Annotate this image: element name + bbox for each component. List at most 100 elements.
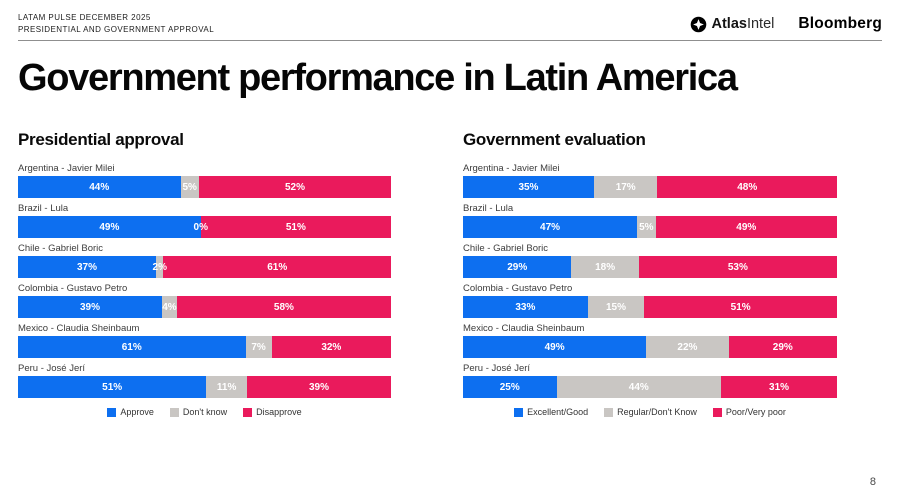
bar-segment-don-t-know: 11% xyxy=(206,376,247,398)
bar-segment-poor-very-poor: 29% xyxy=(728,336,837,358)
bar-segment-poor-very-poor: 31% xyxy=(721,376,837,398)
bar-row: Argentina - Javier Milei 44% 5% 52% xyxy=(18,163,392,198)
atlas-wordmark-bold: Atlas xyxy=(711,16,747,32)
value-label: 39% xyxy=(80,301,101,313)
stacked-bar: 49% 22% 29% xyxy=(463,336,837,358)
legend-swatch xyxy=(107,407,117,417)
bar-segment-regular-don-t-know: 18% xyxy=(571,256,639,278)
bar-row: Brazil - Lula 49% 0% 51% xyxy=(18,203,391,238)
atlasintel-wordmark: AtlasIntel xyxy=(712,16,775,32)
charts-area: Presidential approval Argentina - Javier… xyxy=(18,130,882,417)
legend-item-excellent-good: Excellent/Good xyxy=(514,407,588,417)
country-label: Brazil - Lula xyxy=(18,203,69,214)
atlas-wordmark-light: Intel xyxy=(746,16,775,32)
chart-government-evaluation: Government evaluation Argentina - Javier… xyxy=(463,130,838,417)
stacked-bar: 29% 18% 53% xyxy=(463,256,837,278)
bar-segment-disapprove: 61% xyxy=(163,256,391,278)
chart-legend: Excellent/Good Regular/Don't Know Poor/Ver… xyxy=(463,407,837,417)
bar-segment-approve: 37% xyxy=(18,256,157,278)
bloomberg-logo: Bloomberg xyxy=(798,15,882,32)
bar-row: Colombia - Gustavo Petro 39% 4% 58% xyxy=(18,283,391,318)
bar-segment-poor-very-poor: 49% xyxy=(655,216,838,238)
value-label: 5% xyxy=(182,181,197,193)
value-label: 37% xyxy=(77,261,98,273)
bar-rows: Argentina - Javier Milei 35% 17% 48% Brazil … xyxy=(463,163,838,398)
bar-segment-approve: 49% xyxy=(18,216,201,238)
legend-swatch xyxy=(169,407,179,417)
stacked-bar: 44% 5% 52% xyxy=(18,176,392,198)
country-label: Colombia - Gustavo Petro xyxy=(18,283,128,294)
bar-segment-don-t-know: 5% xyxy=(180,176,199,198)
bar-row: Mexico - Claudia Sheinbaum 49% 22% 29% xyxy=(463,323,837,358)
value-label: 61% xyxy=(121,341,142,353)
bar-row: Chile - Gabriel Boric 37% 2% 61% xyxy=(18,243,391,278)
value-label: 51% xyxy=(730,301,751,313)
bar-row: Peru - José Jerí 25% 44% 31% xyxy=(463,363,837,398)
value-label: 35% xyxy=(518,181,539,193)
bar-segment-don-t-know: 2% xyxy=(153,256,167,278)
value-label: 22% xyxy=(677,341,698,353)
value-label: 47% xyxy=(540,221,561,233)
bar-segment-excellent-good: 35% xyxy=(463,176,594,198)
bar-segment-approve: 44% xyxy=(18,176,181,198)
value-label: 31% xyxy=(769,381,790,393)
value-label: 33% xyxy=(515,301,536,313)
value-label: 51% xyxy=(285,221,306,233)
bar-row: Argentina - Javier Milei 35% 17% 48% xyxy=(463,163,837,198)
bar-rows: Argentina - Javier Milei 44% 5% 52% Brazil -… xyxy=(18,163,392,398)
value-label: 29% xyxy=(507,261,528,273)
country-label: Colombia - Gustavo Petro xyxy=(463,283,573,294)
chart-presidential-approval: Presidential approval Argentina - Javier… xyxy=(18,130,392,417)
value-label: 61% xyxy=(267,261,288,273)
value-label: 48% xyxy=(737,181,758,193)
value-label: 53% xyxy=(727,261,748,273)
legend-item-regular-don-t-know: Regular/Don't Know xyxy=(604,407,697,417)
page-number: 8 xyxy=(869,476,876,488)
country-label: Chile - Gabriel Boric xyxy=(463,243,548,254)
legend-label: Excellent/Good xyxy=(527,407,589,417)
value-label: 49% xyxy=(736,221,757,233)
kicker: LATAM PULSE DECEMBER 2025 PRESIDENTIAL A… xyxy=(18,12,214,37)
country-label: Mexico - Claudia Sheinbaum xyxy=(463,323,585,334)
stacked-bar: 47% 5% 49% xyxy=(463,216,838,238)
bar-segment-excellent-good: 33% xyxy=(463,296,588,318)
atlasintel-logo: AtlasIntel xyxy=(690,16,775,33)
country-label: Chile - Gabriel Boric xyxy=(18,243,103,254)
legend-swatch xyxy=(514,407,524,417)
value-label: 52% xyxy=(284,181,305,193)
legend-label: Regular/Don't Know xyxy=(617,407,697,417)
value-label: 39% xyxy=(308,381,329,393)
value-label: 58% xyxy=(273,301,294,313)
bar-segment-approve: 51% xyxy=(18,376,207,398)
kicker-line-1: LATAM PULSE DECEMBER 2025 xyxy=(18,12,151,22)
bar-segment-don-t-know: 7% xyxy=(245,336,272,358)
stacked-bar: 35% 17% 48% xyxy=(463,176,837,198)
bar-row: Chile - Gabriel Boric 29% 18% 53% xyxy=(463,243,837,278)
value-label: 11% xyxy=(216,381,237,393)
legend-item-poor-very-poor: Poor/Very poor xyxy=(712,407,786,417)
bar-segment-poor-very-poor: 51% xyxy=(644,296,838,318)
country-label: Peru - José Jerí xyxy=(463,363,531,374)
bar-segment-regular-don-t-know: 5% xyxy=(637,216,656,238)
value-label: 29% xyxy=(772,341,793,353)
bar-row: Peru - José Jerí 51% 11% 39% xyxy=(18,363,391,398)
bar-segment-poor-very-poor: 53% xyxy=(638,256,837,278)
value-label: 25% xyxy=(499,381,520,393)
atlasintel-icon xyxy=(690,16,707,33)
country-label: Argentina - Javier Milei xyxy=(463,163,560,174)
bar-segment-approve: 61% xyxy=(18,336,246,358)
value-label: 49% xyxy=(544,341,565,353)
bar-segment-excellent-good: 49% xyxy=(463,336,647,358)
kicker-line-2: PRESIDENTIAL AND GOVERNMENT APPROVAL xyxy=(18,25,215,34)
bar-segment-disapprove: 39% xyxy=(246,376,391,398)
bar-segment-disapprove: 32% xyxy=(271,336,391,358)
value-label: 7% xyxy=(251,341,266,353)
legend-swatch xyxy=(712,407,722,417)
value-label: 44% xyxy=(628,381,649,393)
bar-row: Colombia - Gustavo Petro 33% 15% 51% xyxy=(463,283,838,318)
bar-segment-excellent-good: 29% xyxy=(463,256,572,278)
bar-segment-regular-don-t-know: 22% xyxy=(646,336,729,358)
legend-item-approve: Approve xyxy=(107,407,154,417)
stacked-bar: 39% 4% 58% xyxy=(18,296,391,318)
